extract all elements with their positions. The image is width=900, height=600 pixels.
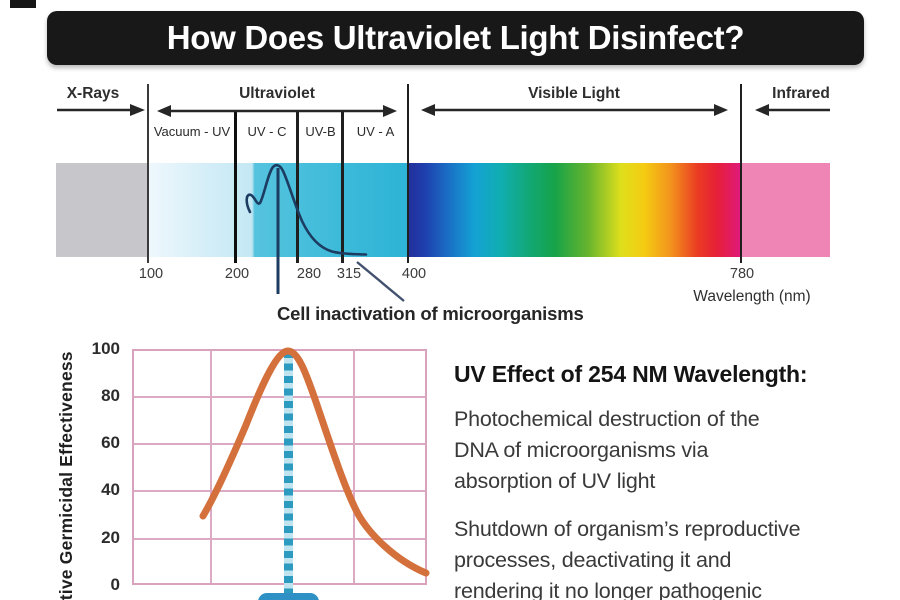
ytick-40: 40: [101, 480, 120, 499]
ytick-80: 80: [101, 386, 120, 405]
gridline-h-80: [134, 396, 425, 398]
peak-wavelength-marker-box: [258, 593, 319, 600]
gridline-h-60: [134, 443, 425, 445]
chart-y-axis-label: Relative Germicidal Effectiveness: [56, 351, 76, 600]
para2-line1: Shutdown of organism’s reproductive: [454, 517, 801, 541]
panel-heading: UV Effect of 254 NM Wavelength:: [454, 361, 808, 387]
panel-paragraph-photochemical: Photochemical destruction of the DNA of …: [454, 404, 760, 497]
gridline-v-2: [285, 351, 287, 583]
wavelength-tick-280: 280: [296, 266, 322, 282]
divider-780nm: [740, 84, 742, 263]
corner-mark: [10, 0, 36, 8]
spectrum-bar-visible-segment: [408, 163, 741, 257]
ytick-100: 100: [91, 339, 120, 358]
region-label-xrays: X-Rays: [66, 85, 120, 102]
para2-line3: rendering it no longer pathogenic: [454, 579, 762, 600]
divider-200nm: [234, 112, 237, 263]
divider-400nm: [407, 84, 409, 263]
page-title: How Does Ultraviolet Light Disinfect?: [166, 19, 745, 56]
band-label-vacuum-uv: Vacuum - UV: [153, 124, 231, 139]
cell-inactivation-annotation: Cell inactivation of microorganisms: [277, 303, 584, 324]
ytick-20: 20: [101, 528, 120, 547]
spectrum-bar-uv-segment: [148, 163, 408, 257]
wavelength-axis-label: Wavelength (nm): [693, 288, 811, 305]
infrared-arrow: [755, 104, 830, 116]
para2-line2: processes, deactivating it and: [454, 548, 732, 572]
gridline-v-3: [353, 351, 355, 583]
gridline-h-40: [134, 490, 425, 492]
wavelength-tick-780: 780: [729, 266, 755, 282]
spectrum-bar-xray-segment: [56, 163, 148, 257]
para1-line3: absorption of UV light: [454, 469, 656, 493]
divider-280nm: [296, 112, 299, 263]
wavelength-tick-100: 100: [138, 266, 164, 282]
ytick-0: 0: [110, 575, 120, 594]
panel-paragraph-shutdown: Shutdown of organism’s reproductive proc…: [454, 514, 801, 600]
ytick-60: 60: [101, 433, 120, 452]
wavelength-tick-315: 315: [336, 266, 362, 282]
band-label-uv-b: UV-B: [305, 124, 336, 139]
chart-plot-area: [132, 349, 427, 585]
divider-100nm: [147, 84, 149, 263]
wavelength-tick-400: 400: [401, 266, 427, 282]
wavelength-tick-200: 200: [224, 266, 250, 282]
title-banner: How Does Ultraviolet Light Disinfect?: [47, 11, 864, 65]
band-label-uv-a: UV - A: [356, 124, 395, 139]
gridline-v-1: [210, 351, 212, 583]
spectrum-bar-infrared-segment: [741, 163, 830, 257]
xrays-arrow: [57, 104, 145, 116]
band-label-uv-c: UV - C: [247, 124, 287, 139]
region-label-infrared: Infrared: [772, 85, 830, 102]
region-label-ultraviolet: Ultraviolet: [239, 85, 315, 102]
para1-line2: DNA of microorganisms via: [454, 438, 709, 462]
divider-315nm: [341, 112, 344, 263]
region-label-visible-light: Visible Light: [528, 85, 620, 102]
para1-line1: Photochemical destruction of the: [454, 407, 760, 431]
ultraviolet-arrow: [157, 105, 397, 117]
gridline-h-20: [134, 538, 425, 540]
visible-light-arrow: [421, 104, 728, 116]
